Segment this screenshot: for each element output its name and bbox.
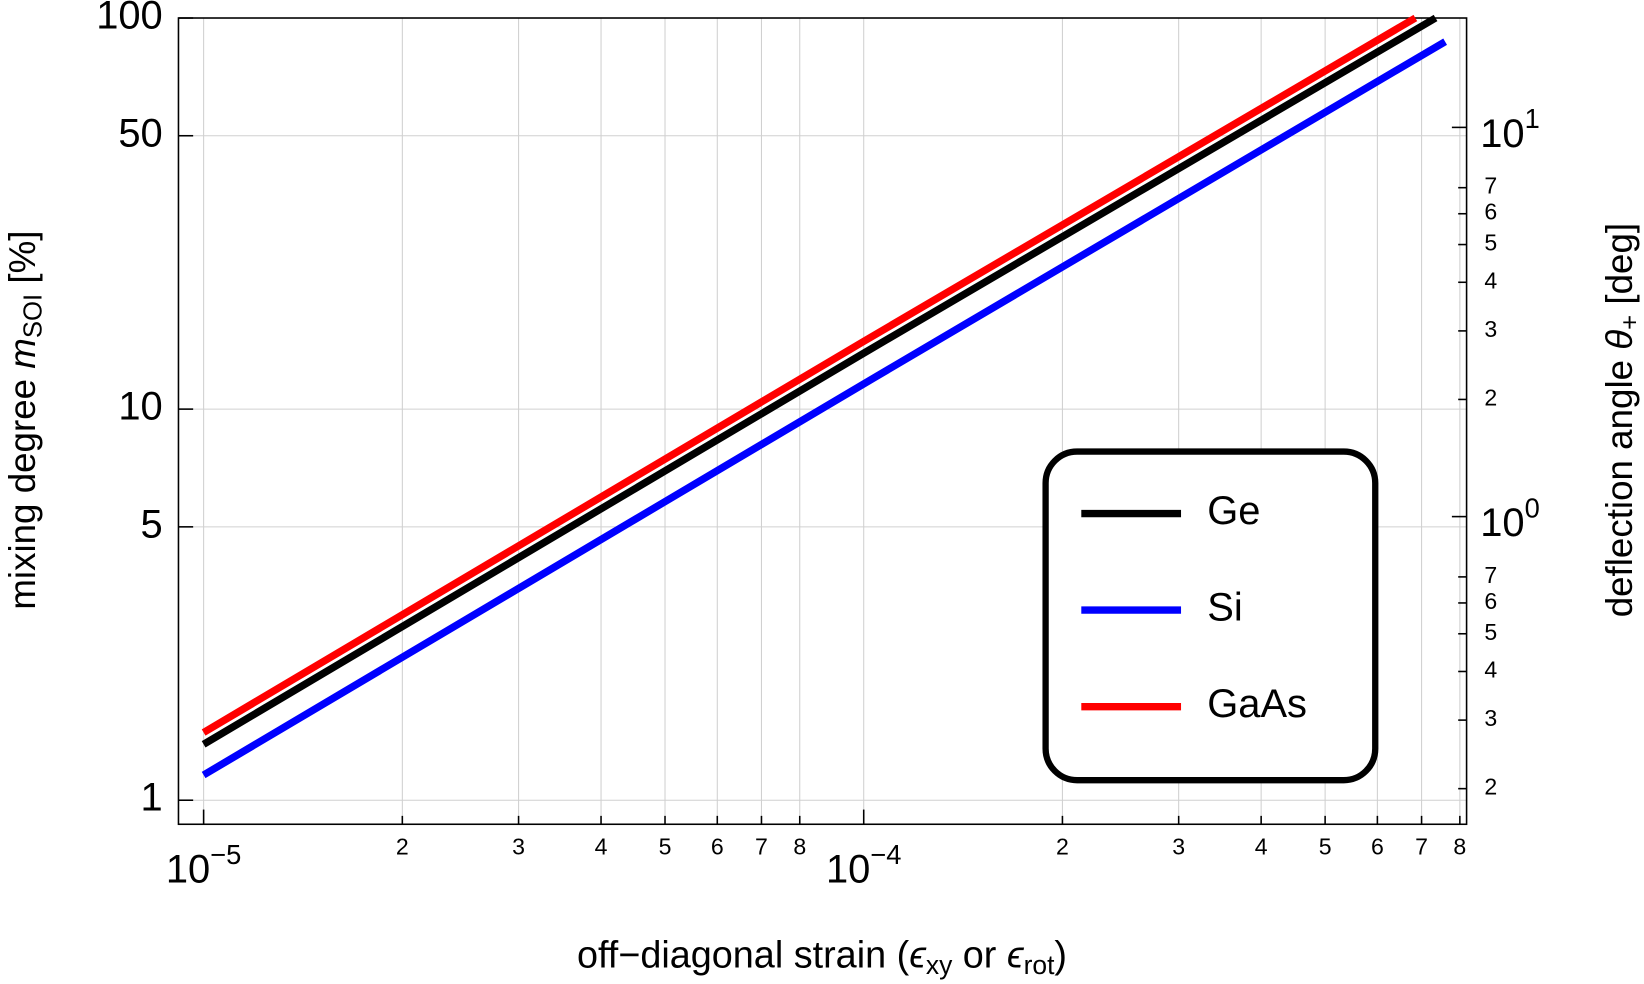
tick-base: 10 bbox=[826, 847, 870, 891]
tick-label: 2 bbox=[396, 834, 409, 860]
tick-base: 6 bbox=[1484, 199, 1497, 225]
label-part: + bbox=[1616, 315, 1644, 330]
legend-box bbox=[1042, 448, 1379, 784]
label-part: θ bbox=[1599, 330, 1640, 350]
tick-label: 6 bbox=[711, 834, 724, 860]
tick-exponent: −5 bbox=[210, 839, 241, 870]
y-tick-label: 1 bbox=[141, 776, 163, 820]
tick-label: 8 bbox=[1453, 834, 1466, 860]
label-part: ϵ bbox=[1007, 935, 1025, 977]
tick-base: 4 bbox=[595, 834, 608, 860]
tick-base: 5 bbox=[659, 834, 672, 860]
tick-base: 2 bbox=[396, 834, 409, 860]
tick-label: 3 bbox=[1172, 834, 1185, 860]
ylabel: mixing degree mSOI [%] bbox=[2, 231, 48, 610]
tick-label: 4 bbox=[1484, 267, 1497, 293]
tick-base: 10 bbox=[1480, 111, 1524, 155]
tick-label: 3 bbox=[1484, 705, 1497, 731]
label-part: ϵ bbox=[909, 935, 927, 977]
legend-label: Si bbox=[1207, 586, 1242, 630]
tick-label: 10−5 bbox=[166, 839, 241, 891]
y-tick-label: 5 bbox=[141, 502, 163, 546]
tick-label: 7 bbox=[1484, 173, 1497, 199]
tick-label: 101 bbox=[1480, 103, 1540, 155]
label-part: off−diagonal strain ( bbox=[577, 935, 910, 977]
series-line bbox=[201, 38, 1448, 779]
tick-label: 5 bbox=[659, 834, 672, 860]
tick-label: 5 bbox=[1484, 619, 1497, 645]
series-line bbox=[201, 14, 1438, 748]
y-tick-label: 100 bbox=[96, 0, 163, 38]
tick-base: 3 bbox=[1172, 834, 1185, 860]
tick-label: 4 bbox=[595, 834, 608, 860]
tick-label: 6 bbox=[1371, 834, 1384, 860]
tick-label: 7 bbox=[1484, 562, 1497, 588]
label-part: mixing degree bbox=[2, 369, 43, 610]
tick-label: 4 bbox=[1255, 834, 1268, 860]
tick-label: 3 bbox=[1484, 316, 1497, 342]
tick-base: 2 bbox=[1484, 385, 1497, 411]
tick-label: 2 bbox=[1484, 774, 1497, 800]
label-part: [deg] bbox=[1599, 223, 1640, 315]
tick-base: 8 bbox=[793, 834, 806, 860]
label-part: or bbox=[952, 935, 1007, 977]
label-part: ) bbox=[1054, 935, 1067, 977]
tick-label: 4 bbox=[1484, 657, 1497, 683]
tick-label: 5 bbox=[1484, 230, 1497, 256]
tick-base: 7 bbox=[1484, 173, 1497, 199]
label-part: m bbox=[2, 338, 43, 369]
tick-base: 7 bbox=[1484, 562, 1497, 588]
y-tick-label: 10 bbox=[118, 385, 162, 429]
tick-exponent: −4 bbox=[870, 839, 901, 870]
label-part: xy bbox=[926, 950, 953, 980]
tick-base: 6 bbox=[1484, 588, 1497, 614]
tick-base: 6 bbox=[1371, 834, 1384, 860]
tick-base: 3 bbox=[512, 834, 525, 860]
tick-label: 5 bbox=[1319, 834, 1332, 860]
tick-label: 2 bbox=[1484, 385, 1497, 411]
tick-label: 6 bbox=[1484, 588, 1497, 614]
tick-base: 3 bbox=[1484, 705, 1497, 731]
tick-base: 3 bbox=[1484, 316, 1497, 342]
tick-base: 10 bbox=[166, 847, 210, 891]
tick-base: 7 bbox=[755, 834, 768, 860]
legend-label: GaAs bbox=[1207, 682, 1307, 726]
tick-base: 4 bbox=[1484, 267, 1497, 293]
label-part: deflection angle bbox=[1599, 350, 1640, 618]
tick-label: 2 bbox=[1056, 834, 1069, 860]
label-part: SOI bbox=[19, 294, 47, 338]
tick-base: 8 bbox=[1453, 834, 1466, 860]
tick-base: 7 bbox=[1415, 834, 1428, 860]
y2label: deflection angle θ+ [deg] bbox=[1599, 223, 1644, 617]
tick-exponent: 1 bbox=[1525, 103, 1540, 134]
legend-label: Ge bbox=[1207, 489, 1260, 533]
tick-base: 5 bbox=[1484, 619, 1497, 645]
tick-base: 5 bbox=[1319, 834, 1332, 860]
tick-label: 7 bbox=[755, 834, 768, 860]
plot-frame bbox=[177, 17, 1468, 826]
tick-label: 10−4 bbox=[826, 839, 901, 891]
label-part: rot bbox=[1024, 950, 1056, 980]
tick-base: 4 bbox=[1484, 657, 1497, 683]
tick-label: 100 bbox=[1480, 493, 1540, 545]
tick-base: 4 bbox=[1255, 834, 1268, 860]
tick-base: 2 bbox=[1056, 834, 1069, 860]
y-tick-label: 50 bbox=[118, 111, 162, 155]
tick-base: 6 bbox=[711, 834, 724, 860]
tick-base: 5 bbox=[1484, 230, 1497, 256]
tick-label: 3 bbox=[512, 834, 525, 860]
xlabel: off−diagonal strain (ϵxy or ϵrot) bbox=[577, 935, 1067, 980]
tick-label: 6 bbox=[1484, 199, 1497, 225]
tick-exponent: 0 bbox=[1525, 493, 1540, 524]
tick-base: 2 bbox=[1484, 774, 1497, 800]
tick-label: 7 bbox=[1415, 834, 1428, 860]
series-line bbox=[201, 14, 1418, 736]
label-part: [%] bbox=[2, 231, 43, 294]
tick-label: 8 bbox=[793, 834, 806, 860]
tick-base: 10 bbox=[1480, 501, 1524, 545]
